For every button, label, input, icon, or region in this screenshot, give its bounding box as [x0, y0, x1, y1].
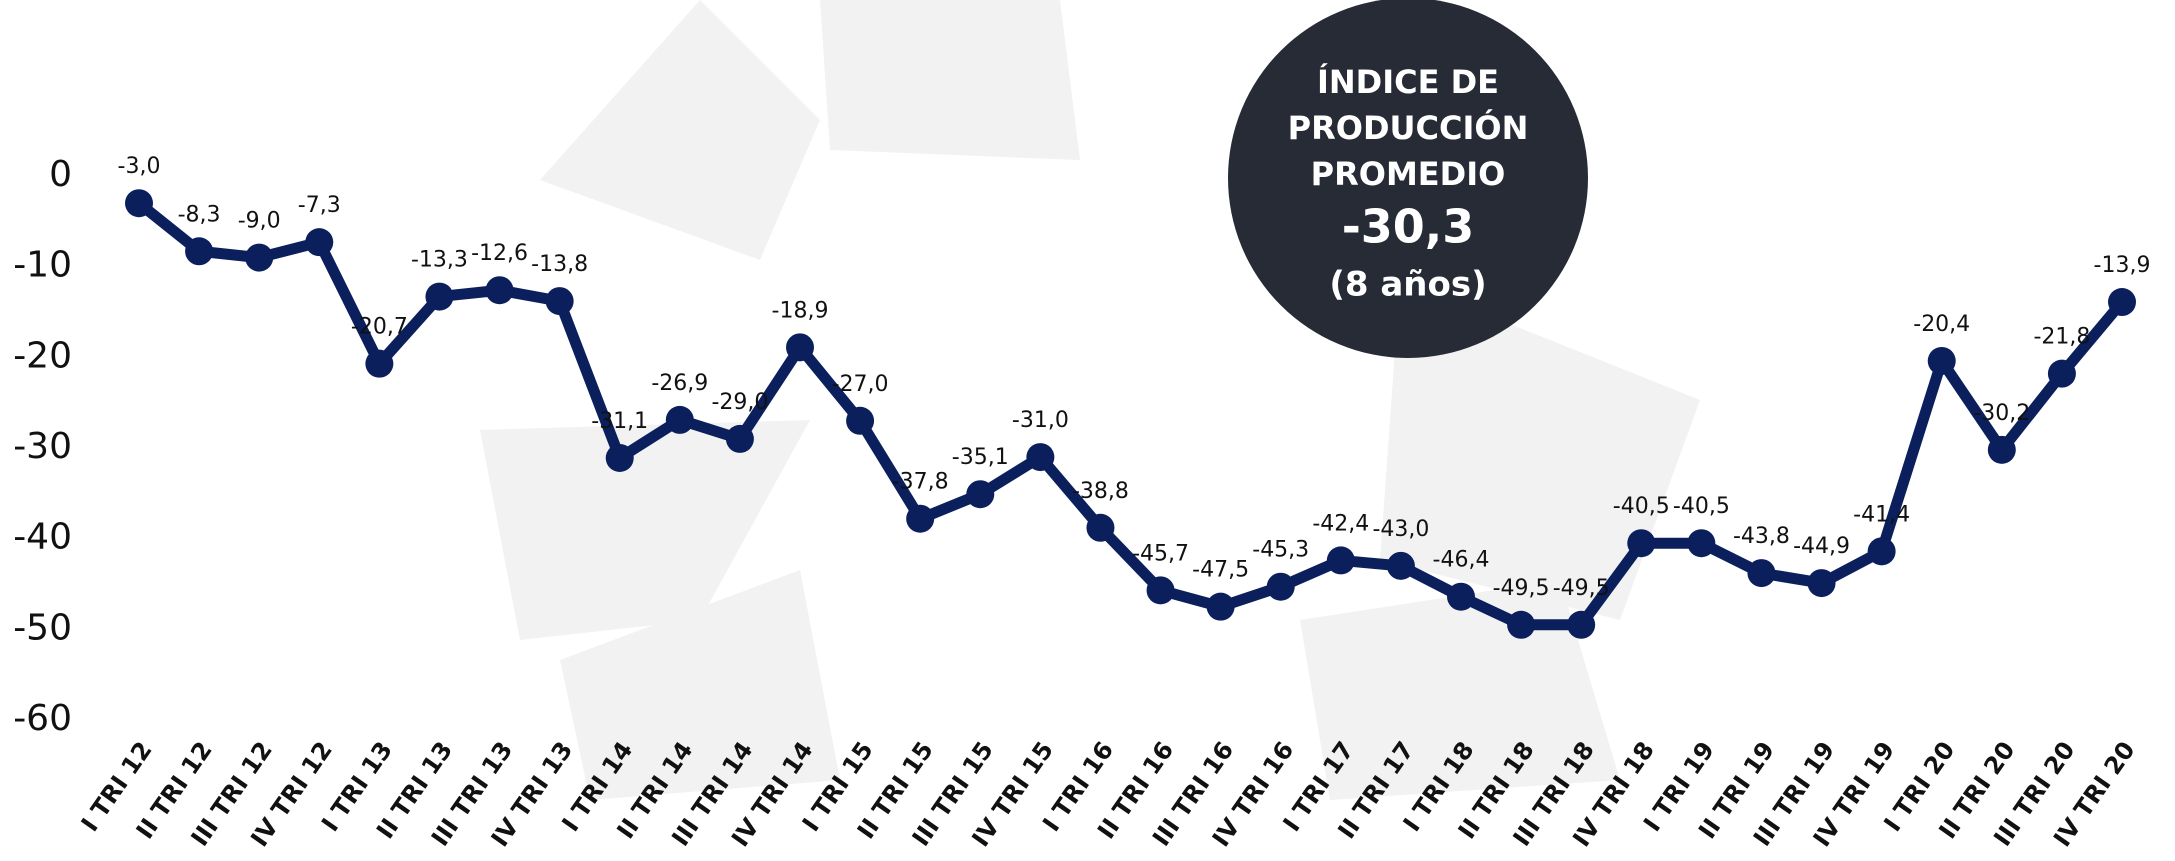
- annotation-line: PROMEDIO: [1311, 155, 1506, 193]
- data-label: -49,5: [1553, 576, 1610, 601]
- point: [1447, 583, 1475, 611]
- data-label: -26,9: [651, 371, 708, 396]
- y-tick-label: -10: [13, 245, 72, 286]
- y-tick-label: -20: [13, 335, 72, 376]
- point: [786, 333, 814, 361]
- y-tick-label: -30: [13, 426, 72, 467]
- data-label: -37,8: [892, 470, 949, 495]
- point: [1747, 559, 1775, 587]
- chart: ÍNDICE DE PRODUCCIÓN PROMEDIO -30,3 (8 a…: [0, 0, 2175, 861]
- data-label: -8,3: [178, 202, 221, 227]
- data-label: -7,3: [298, 193, 341, 218]
- data-label: -44,9: [1793, 534, 1850, 559]
- point: [546, 287, 574, 315]
- data-label: -27,0: [832, 372, 889, 397]
- data-label: -3,0: [118, 154, 161, 179]
- point: [245, 244, 273, 272]
- data-label: -13,3: [411, 248, 468, 273]
- data-label: -18,9: [772, 298, 829, 323]
- data-label: -31,1: [591, 409, 648, 434]
- y-tick-label: -40: [13, 517, 72, 558]
- data-label: -45,3: [1252, 538, 1309, 563]
- annotation-line: ÍNDICE DE: [1317, 63, 1499, 101]
- data-label: -13,8: [531, 252, 588, 277]
- data-label: -42,4: [1312, 511, 1369, 536]
- point: [125, 189, 153, 217]
- y-tick-label: 0: [49, 154, 72, 195]
- data-label: -43,0: [1372, 517, 1429, 542]
- data-label: -30,2: [1973, 401, 2030, 426]
- page: ÍNDICE DE PRODUCCIÓN PROMEDIO -30,3 (8 a…: [0, 0, 2175, 861]
- data-label: -41,4: [1853, 502, 1910, 527]
- point: [2108, 288, 2136, 316]
- data-label: -9,0: [238, 209, 281, 234]
- point: [1387, 552, 1415, 580]
- point: [666, 406, 694, 434]
- point: [486, 276, 514, 304]
- annotation-line: PRODUCCIÓN: [1288, 108, 1529, 147]
- data-label: -13,9: [2094, 253, 2151, 278]
- point: [1207, 593, 1235, 621]
- point: [185, 237, 213, 265]
- data-label: -40,5: [1673, 494, 1730, 519]
- data-label: -12,6: [471, 241, 528, 266]
- y-tick-label: -50: [13, 607, 72, 648]
- data-label: -20,4: [1913, 312, 1970, 337]
- data-label: -29,0: [711, 390, 768, 415]
- point: [1026, 443, 1054, 471]
- point: [1567, 611, 1595, 639]
- y-tick-label: -60: [13, 698, 72, 739]
- point: [1627, 529, 1655, 557]
- point: [1868, 537, 1896, 565]
- point: [1687, 529, 1715, 557]
- data-label: -38,8: [1072, 479, 1129, 504]
- data-label: -20,7: [351, 315, 408, 340]
- point: [425, 283, 453, 311]
- data-label: -47,5: [1192, 558, 1249, 583]
- point: [1147, 576, 1175, 604]
- point: [906, 505, 934, 533]
- point: [365, 350, 393, 378]
- data-label: -21,8: [2033, 325, 2090, 350]
- data-label: -40,5: [1613, 494, 1670, 519]
- point: [1267, 573, 1295, 601]
- point: [1988, 436, 2016, 464]
- data-label: -45,7: [1132, 541, 1189, 566]
- point: [846, 407, 874, 435]
- point: [606, 444, 634, 472]
- data-label: -49,5: [1493, 576, 1550, 601]
- point: [966, 480, 994, 508]
- point: [1327, 546, 1355, 574]
- point: [1507, 611, 1535, 639]
- data-label: -35,1: [952, 445, 1009, 470]
- annotation-note: (8 años): [1329, 265, 1486, 305]
- point: [1928, 347, 1956, 375]
- annotation-value: -30,3: [1342, 200, 1475, 254]
- point: [1808, 569, 1836, 597]
- point: [305, 228, 333, 256]
- data-label: -46,4: [1433, 548, 1490, 573]
- point: [1086, 514, 1114, 542]
- point: [2048, 360, 2076, 388]
- data-label: -31,0: [1012, 408, 1069, 433]
- data-label: -43,8: [1733, 524, 1790, 549]
- point: [726, 425, 754, 453]
